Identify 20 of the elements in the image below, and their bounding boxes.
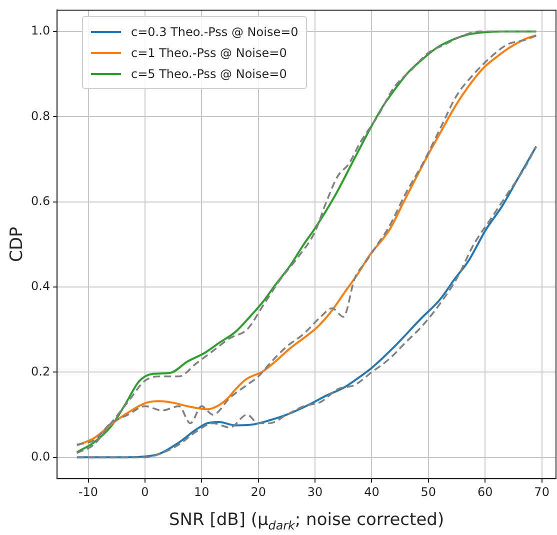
- x-tick-label: 20: [250, 484, 266, 499]
- x-tick-label: 40: [364, 484, 380, 499]
- line-series: [76, 146, 538, 458]
- legend-label: c=0.3 Theo.-Pss @ Noise=0: [131, 24, 298, 38]
- x-tick-label: 70: [534, 484, 550, 499]
- x-tick-label: 60: [477, 484, 493, 499]
- x-tick-label: -10: [78, 484, 98, 499]
- y-tick-label: 0.8: [30, 108, 50, 123]
- y-tick-label: 1.0: [30, 24, 50, 38]
- x-tick-label: 10: [194, 484, 210, 499]
- y-tick-label: 0.2: [30, 364, 50, 378]
- x-tick-label: 30: [307, 484, 323, 499]
- y-tick-label: 0.0: [30, 449, 50, 464]
- x-tick-label: 0: [141, 484, 149, 499]
- y-tick-label: 0.6: [30, 194, 50, 208]
- x-tick-label: 50: [420, 484, 436, 499]
- legend-label: c=5 Theo.-Pss @ Noise=0: [131, 66, 287, 80]
- legend-label: c=1 Theo.-Pss @ Noise=0: [131, 46, 287, 60]
- y-axis-title: CDP: [7, 226, 27, 262]
- y-tick-label: 0.4: [30, 279, 50, 294]
